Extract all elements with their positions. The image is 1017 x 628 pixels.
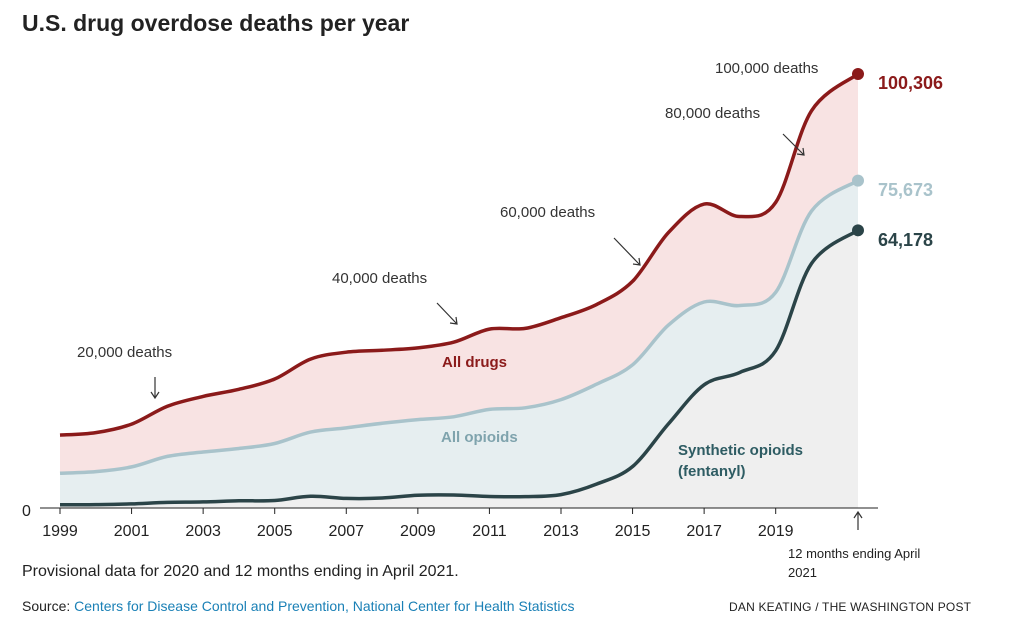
synthetic-opioids-label-line: Synthetic opioids <box>678 442 803 459</box>
synthetic-opioids-label-line: (fentanyl) <box>678 463 746 480</box>
annotation-100000: 100,000 deaths <box>715 60 818 77</box>
all-opioids-area <box>60 180 858 508</box>
all-drugs-end-value: 100,306 <box>878 73 943 93</box>
x-tick-label-2009: 2009 <box>400 523 436 540</box>
credit: DAN KEATING / THE WASHINGTON POST <box>729 600 972 614</box>
y-tick-0: 0 <box>22 503 31 520</box>
chart-title: U.S. drug overdose deaths per year <box>22 10 410 36</box>
source-prefix: Source: <box>22 598 75 614</box>
period-arrow <box>853 510 863 530</box>
annotation-80000: 80,000 deaths <box>665 105 760 122</box>
x-tick-label-2017: 2017 <box>686 523 722 540</box>
x-tick-label-2007: 2007 <box>328 523 364 540</box>
x-tick-label-1999: 1999 <box>42 523 78 540</box>
all-drugs-line <box>59 72 860 437</box>
arrow-40000 <box>436 302 458 325</box>
x-tick-label-2011: 2011 <box>472 523 507 540</box>
x-tick-label-2001: 2001 <box>114 523 150 540</box>
x-tick-label-2003: 2003 <box>185 523 221 540</box>
all-drugs-end-dot <box>852 68 864 80</box>
arrow-60000 <box>613 237 641 266</box>
period-note-line-2: 2021 <box>788 565 817 580</box>
synthetic-opioids-line <box>59 228 860 507</box>
synthetic-opioids-label: Synthetic opioids (fentanyl) <box>678 442 803 480</box>
x-tick-label-2013: 2013 <box>543 523 579 540</box>
annotation-arrows <box>150 133 805 400</box>
arrow-20000 <box>150 377 160 400</box>
all-opioids-line <box>59 179 859 475</box>
annotation-40000: 40,000 deaths <box>332 270 427 287</box>
arrow-80000 <box>782 133 805 156</box>
source-line: Source: Centers for Disease Control and … <box>22 598 575 614</box>
x-tick-label-2005: 2005 <box>257 523 293 540</box>
x-tick-label-2019: 2019 <box>758 523 794 540</box>
synthetic-opioids-end-value: 64,178 <box>878 230 933 250</box>
annotation-20000: 20,000 deaths <box>77 344 172 361</box>
annotation-60000: 60,000 deaths <box>500 204 595 221</box>
period-note-line-1: 12 months ending April <box>788 546 920 561</box>
all-drugs-label: All drugs <box>442 354 507 371</box>
provisional-data-note: Provisional data for 2020 and 12 months … <box>22 563 459 580</box>
all-opioids-end-dot <box>852 174 864 187</box>
x-tick-label-2015: 2015 <box>615 523 651 540</box>
synthetic-opioids-end-dot <box>852 224 864 237</box>
all-opioids-label: All opioids <box>441 429 518 446</box>
x-axis-ticks: 1999 2001 2003 2005 2007 2009 2011 2013 2015 2017… <box>42 508 794 540</box>
all-opioids-end-value: 75,673 <box>878 180 933 200</box>
source-link[interactable]: Centers for Disease Control and Preventi… <box>74 598 575 614</box>
